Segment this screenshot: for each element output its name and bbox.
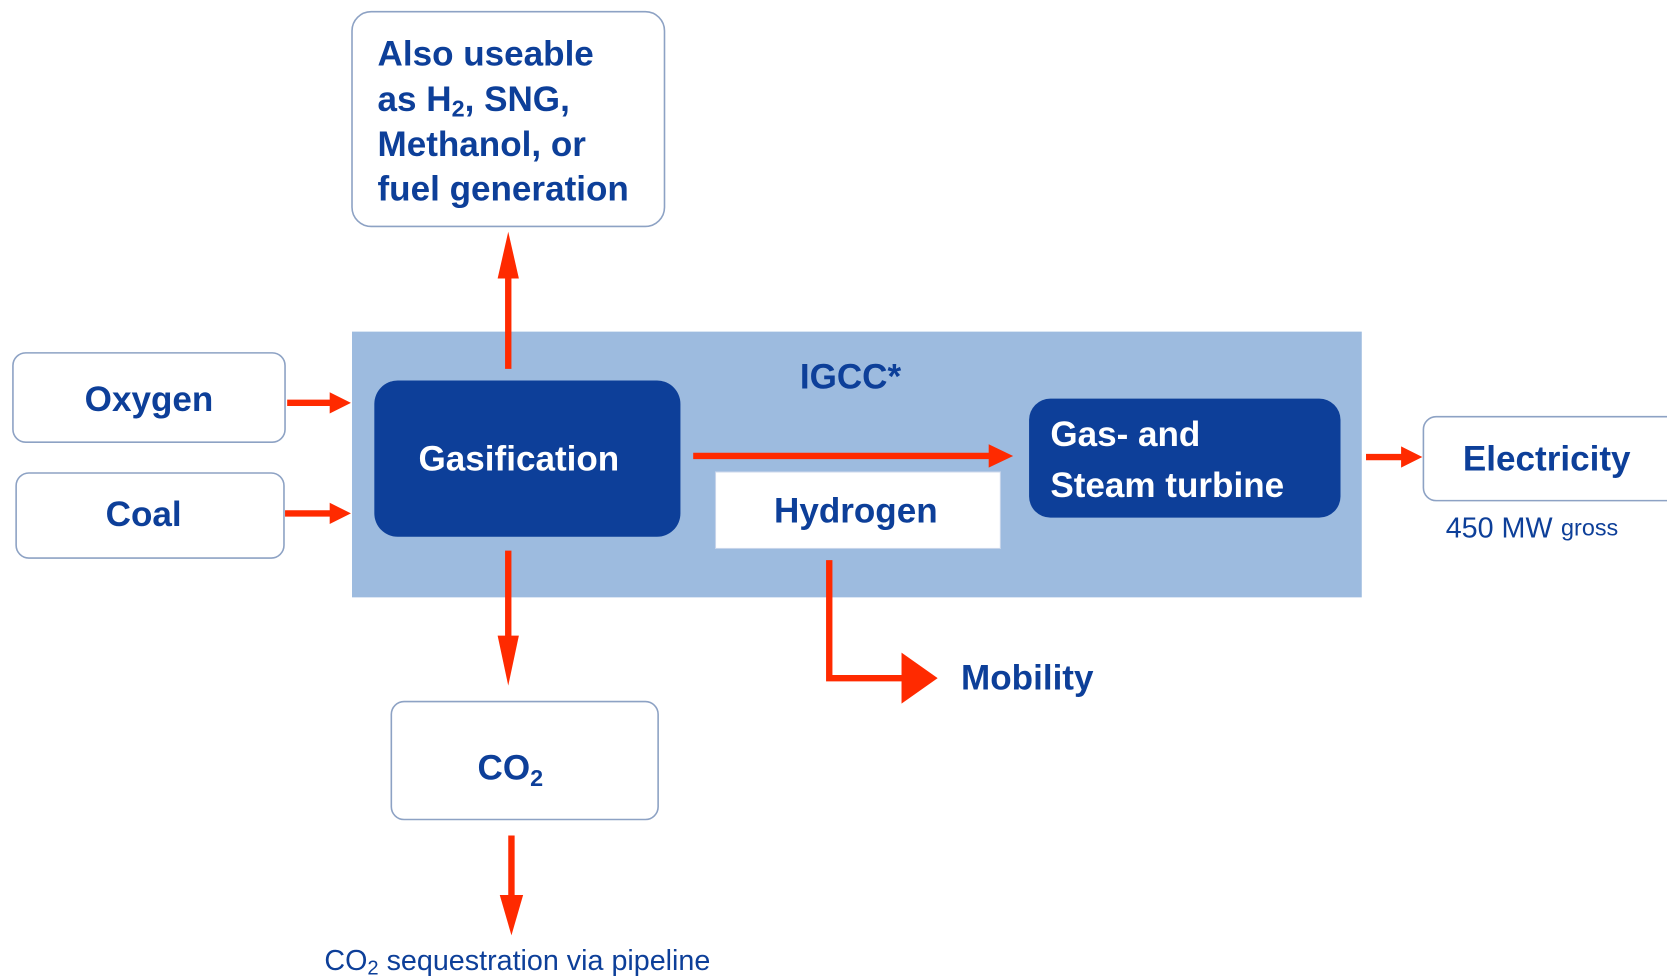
turbine-line: Gas- and <box>1050 415 1200 454</box>
text-part: CO <box>478 749 531 788</box>
electricity-box <box>1422 415 1667 502</box>
products-line: Also useable <box>378 35 594 74</box>
arrow-head <box>988 444 1014 468</box>
arrow-head <box>901 652 938 704</box>
hydrogen-label: Hydrogen <box>774 492 938 531</box>
arrow-head <box>497 635 519 686</box>
oxygen-label: Oxygen <box>85 380 214 419</box>
arrow <box>826 560 906 682</box>
text-part: gross <box>1561 514 1618 540</box>
products-box <box>351 10 666 228</box>
electricity-label: Electricity <box>1463 440 1631 479</box>
turbine-box <box>1029 398 1341 518</box>
coal-box <box>15 472 285 559</box>
gasification-box <box>374 380 681 537</box>
oxygen-box <box>12 352 286 443</box>
text-part: as H <box>378 80 452 119</box>
sequestration-label: CO2 sequestration via pipeline <box>324 945 710 980</box>
subscript: 2 <box>530 765 543 791</box>
hydrogen-box <box>714 471 1001 549</box>
gasification-label: Gasification <box>419 440 620 479</box>
products-line: Methanol, or <box>378 125 587 164</box>
subscript: 2 <box>367 958 378 980</box>
arrow-head <box>499 894 524 936</box>
co2-label: CO2 <box>478 749 544 791</box>
text-part: sequestration via pipeline <box>379 945 711 977</box>
arrow-head <box>1401 446 1423 468</box>
arrows <box>285 231 1423 936</box>
co2-box <box>390 700 659 821</box>
text-part: , SNG, <box>465 80 570 119</box>
products-line: as H2, SNG, <box>378 80 570 121</box>
text-part: CO <box>324 945 367 977</box>
arrow-head <box>329 502 351 525</box>
arrow-head <box>497 231 519 279</box>
subscript: 2 <box>452 96 465 122</box>
coal-label: Coal <box>106 495 182 534</box>
text-part: 450 MW <box>1446 512 1553 544</box>
mobility-label: Mobility <box>961 659 1094 698</box>
turbine-line: Steam turbine <box>1050 466 1284 505</box>
arrow-head <box>329 392 351 414</box>
electricity-note: 450 MW gross <box>1446 512 1618 544</box>
products-line: fuel generation <box>378 170 629 209</box>
igcc-label: IGCC* <box>800 358 902 397</box>
